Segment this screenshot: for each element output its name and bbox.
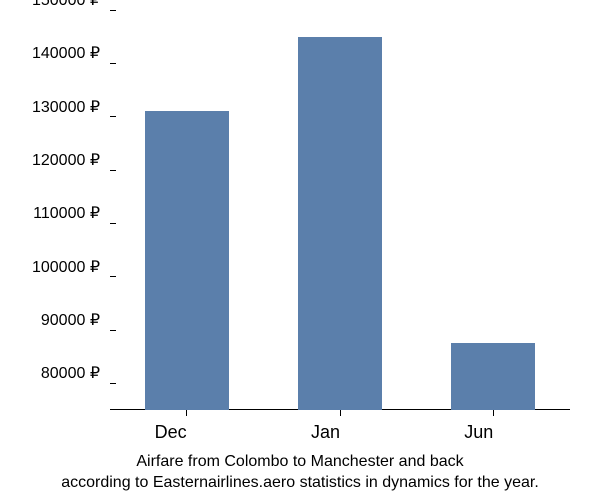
bar [451,343,535,410]
caption-line1: Airfare from Colombo to Manchester and b… [136,453,463,470]
y-tick-mark [110,10,116,11]
y-tick-mark [110,383,116,384]
y-tick-mark [110,170,116,171]
caption-line2: according to Easternairlines.aero statis… [61,474,539,491]
plot-area: 80000 ₽90000 ₽100000 ₽110000 ₽120000 ₽13… [110,10,570,410]
x-tick-mark [493,410,494,416]
x-tick-label: Jun [464,422,493,443]
y-tick-label: 100000 ₽ [32,257,100,277]
caption: Airfare from Colombo to Manchester and b… [0,452,600,494]
y-tick-mark [110,223,116,224]
y-tick-label: 110000 ₽ [33,203,100,223]
y-tick-label: 150000 ₽ [32,0,100,10]
y-tick-label: 140000 ₽ [32,43,100,63]
y-tick-mark [110,116,116,117]
y-tick-label: 80000 ₽ [41,363,100,383]
y-tick-mark [110,63,116,64]
y-tick-label: 90000 ₽ [41,310,100,330]
bar [145,111,229,410]
chart-container: 80000 ₽ 90000 ₽ 100000 ₽ 110000 ₽ 120000 ₽ 13… [0,0,600,500]
x-tick-mark [186,410,187,416]
y-tick-label: 120000 ₽ [32,150,100,170]
x-tick-label: Dec [155,422,187,443]
x-tick-mark [340,410,341,416]
y-tick-mark [110,330,116,331]
x-tick-label: Jan [311,422,340,443]
y-tick-mark [110,276,116,277]
bar [298,37,382,410]
y-tick-label: 130000 ₽ [32,97,100,117]
